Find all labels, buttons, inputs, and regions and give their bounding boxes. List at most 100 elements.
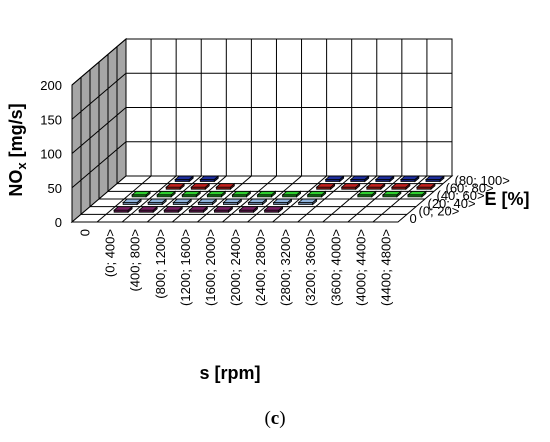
bar-top-face [238, 206, 259, 211]
bar [340, 182, 361, 191]
bar [163, 205, 184, 214]
bar-top-face [349, 175, 370, 180]
x-tick-label: (1600; 2000> [203, 229, 218, 306]
bar-top-face [122, 198, 143, 203]
y-axis-title: E [%] [485, 189, 530, 209]
bar [399, 175, 420, 183]
bar-top-face [256, 191, 277, 196]
x-tick-label: (2800; 3200> [278, 229, 293, 306]
bar-top-face [174, 175, 195, 180]
bar [381, 190, 402, 198]
y-tick-label: (20; 40> [428, 196, 476, 211]
bar [172, 198, 193, 206]
x-tick-label: (0; 400> [103, 229, 118, 277]
chart: 0 50 100 150 200 0 (0; 400> (400; 800> (800; 12… [6, 37, 530, 383]
bar-top-face [206, 191, 227, 196]
bar-top-face [138, 206, 159, 211]
bar [238, 205, 259, 214]
bars [113, 175, 446, 214]
bar [349, 175, 370, 183]
bar-top-face [147, 198, 168, 203]
bar [222, 198, 243, 206]
bar-top-face [315, 183, 336, 188]
bar-top-face [297, 198, 318, 203]
bar-top-face [199, 175, 220, 180]
bar-top-face [406, 191, 428, 196]
bar-top-face [415, 183, 437, 188]
x-tick-label: (800; 1200> [153, 229, 168, 299]
z-tick-label: 50 [48, 181, 62, 196]
bar-top-face [381, 191, 402, 196]
bar-top-face [181, 191, 202, 196]
x-tick-label: 0 [78, 229, 93, 236]
bar [122, 198, 143, 206]
bar [197, 198, 218, 206]
bar [356, 190, 377, 198]
bar [374, 175, 395, 183]
bar [324, 175, 345, 183]
bar-top-face [163, 206, 184, 211]
bar [165, 182, 186, 191]
x-tick-label: (400; 800> [128, 229, 143, 292]
bar-top-face [215, 183, 236, 188]
bar [406, 190, 428, 198]
bar-top-face [190, 183, 211, 188]
bar-top-face [156, 191, 177, 196]
bar [199, 175, 220, 183]
z-tick-label: 150 [40, 112, 62, 127]
bar-top-face [113, 206, 134, 211]
bar [306, 190, 327, 198]
bar [315, 182, 336, 191]
x-tick-label: (4400; 4800> [378, 229, 393, 306]
bar [215, 182, 236, 191]
bar [247, 198, 268, 206]
bar-top-face [340, 183, 361, 188]
bar-top-face [374, 175, 395, 180]
y-axis-ticks: 0(0; 20>(20; 40>(40; 60>(60; 80>(80; 100… [410, 173, 510, 226]
bar-top-face [281, 191, 302, 196]
x-tick-label: (1200; 1600> [178, 229, 193, 306]
gridlines [71, 38, 452, 223]
bar [113, 205, 134, 214]
bar-top-face [131, 191, 152, 196]
bar-top-face [365, 183, 386, 188]
x-axis-title: s [rpm] [199, 363, 260, 383]
bar-top-face [356, 191, 377, 196]
bar [365, 182, 386, 191]
bar [174, 175, 195, 183]
bar [272, 198, 293, 206]
y-tick-label: 0 [410, 211, 417, 226]
panel-label: (c) [264, 408, 286, 429]
bar [131, 190, 152, 198]
bar-top-face [390, 183, 411, 188]
bar [263, 205, 284, 214]
bar-top-face [399, 175, 420, 180]
bar-top-face [197, 198, 218, 203]
y-gridline [80, 77, 407, 215]
bar-top-face [272, 198, 293, 203]
bar [390, 182, 411, 191]
bar-top-face [263, 206, 284, 211]
y-tick-label: (80; 100> [455, 173, 510, 188]
z-tick-label: 100 [40, 147, 62, 162]
z-tick-label: 200 [40, 78, 62, 93]
y-tick-label: (60; 80> [446, 181, 494, 196]
bar [188, 205, 209, 214]
bar-top-face [188, 206, 209, 211]
bar [181, 190, 202, 198]
bar-top-face [172, 198, 193, 203]
y-tick-label: (0; 20> [419, 204, 460, 219]
bar [213, 205, 234, 214]
bar [156, 190, 177, 198]
x-tick-label: (3200; 3600> [303, 229, 318, 306]
bar-top-face [222, 198, 243, 203]
bar [281, 190, 302, 198]
bar-top-face [213, 206, 234, 211]
bar [147, 198, 168, 206]
bar-top-face [165, 183, 186, 188]
x-tick-label: (2000; 2400> [228, 229, 243, 306]
bar [138, 205, 159, 214]
bar-top-face [424, 175, 446, 180]
y-gridline [89, 69, 416, 208]
bar-top-face [306, 191, 327, 196]
